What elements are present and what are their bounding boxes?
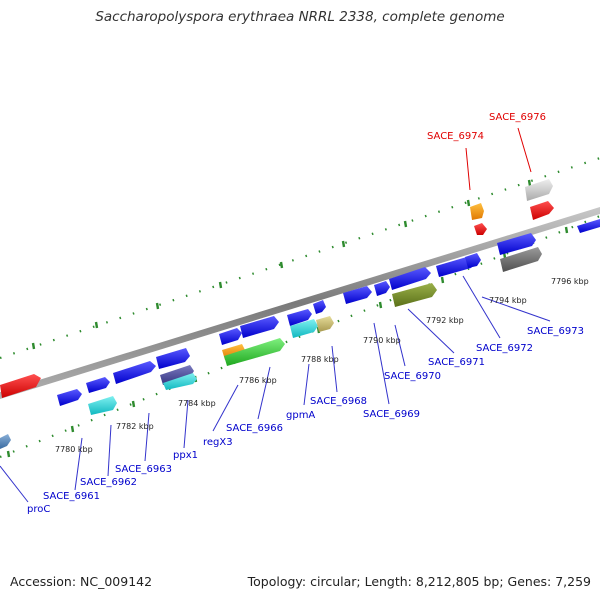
gene-cyan[interactable] [88,396,117,415]
gene-lightgrey[interactable] [525,179,553,201]
gene-label[interactable]: SACE_6962 [80,477,137,488]
scale-label: 7782 kbp [116,422,154,431]
callout-lines [0,127,551,503]
gene-blue[interactable] [389,267,431,290]
gene-cyan[interactable] [290,319,318,338]
gene-blue[interactable] [113,361,156,384]
genome-backbone [0,207,600,399]
gene-label[interactable]: SACE_6972 [476,343,533,354]
gene-label[interactable]: SACE_6970 [384,371,441,382]
gene-tan[interactable] [316,316,334,332]
accession-text: Accession: NC_009142 [10,574,153,589]
gene-steel-edge[interactable] [0,434,11,449]
gene-blue[interactable] [497,233,536,255]
map-title: Saccharopolyspora erythraea NRRL 2338, c… [95,9,505,25]
gene-red-small[interactable] [474,223,487,235]
scale-label: 7792 kbp [426,316,464,325]
gene-label[interactable]: ppx1 [173,450,198,461]
gene-label[interactable]: regX3 [203,437,233,448]
gene-label[interactable]: SACE_6966 [226,423,283,434]
gene-blue[interactable] [219,328,242,345]
gene-label[interactable]: SACE_6971 [428,357,485,368]
scale-label: 7788 kbp [301,355,339,364]
gene-blue[interactable] [436,256,476,277]
scale-label: 7790 kbp [363,336,401,345]
topology-text: Topology: circular; Length: 8,212,805 bp… [247,574,591,589]
forward-strand-genes[interactable] [0,201,554,406]
gene-blue[interactable] [156,348,190,369]
gene-darkgrey[interactable] [500,247,542,272]
gene-label[interactable]: SACE_6973 [527,326,584,337]
gene-blue[interactable] [57,389,82,406]
gene-orange-small[interactable] [470,203,484,220]
gene-label[interactable]: gpmA [286,410,315,421]
scale-label: 7794 kbp [489,296,527,305]
gene-label[interactable]: SACE_6969 [363,409,420,420]
gene-blue[interactable] [465,253,481,268]
gene-green[interactable] [224,338,285,366]
gene-label[interactable]: SACE_6968 [310,396,367,407]
gene-blue[interactable] [374,281,390,296]
gene-blue[interactable] [240,316,279,338]
gene-blue[interactable] [313,300,326,314]
reverse-strand-genes[interactable] [0,179,600,449]
gene-label-highlight[interactable]: SACE_6974 [427,131,484,142]
gene-blue-right[interactable] [577,219,600,233]
scale-label: 7780 kbp [55,445,93,454]
gene-label[interactable]: SACE_6961 [43,491,100,502]
gene-purple[interactable] [160,365,194,385]
gene-olive[interactable] [392,283,437,307]
gene-blue[interactable] [86,377,110,393]
scale-label: 7786 kbp [239,376,277,385]
gene-label[interactable]: proC [27,504,50,515]
gene-red[interactable] [530,201,554,220]
gene-blue[interactable] [287,309,312,326]
scale-label: 7796 kbp [551,277,589,286]
gene-label-highlight[interactable]: SACE_6976 [489,112,546,123]
scale-label: 7784 kbp [178,399,216,408]
gene-cyan[interactable] [163,373,197,390]
gene-red-left[interactable] [0,374,41,398]
inner-tick-ring [0,214,600,459]
gene-label[interactable]: SACE_6963 [115,464,172,475]
gene-blue[interactable] [343,286,372,304]
